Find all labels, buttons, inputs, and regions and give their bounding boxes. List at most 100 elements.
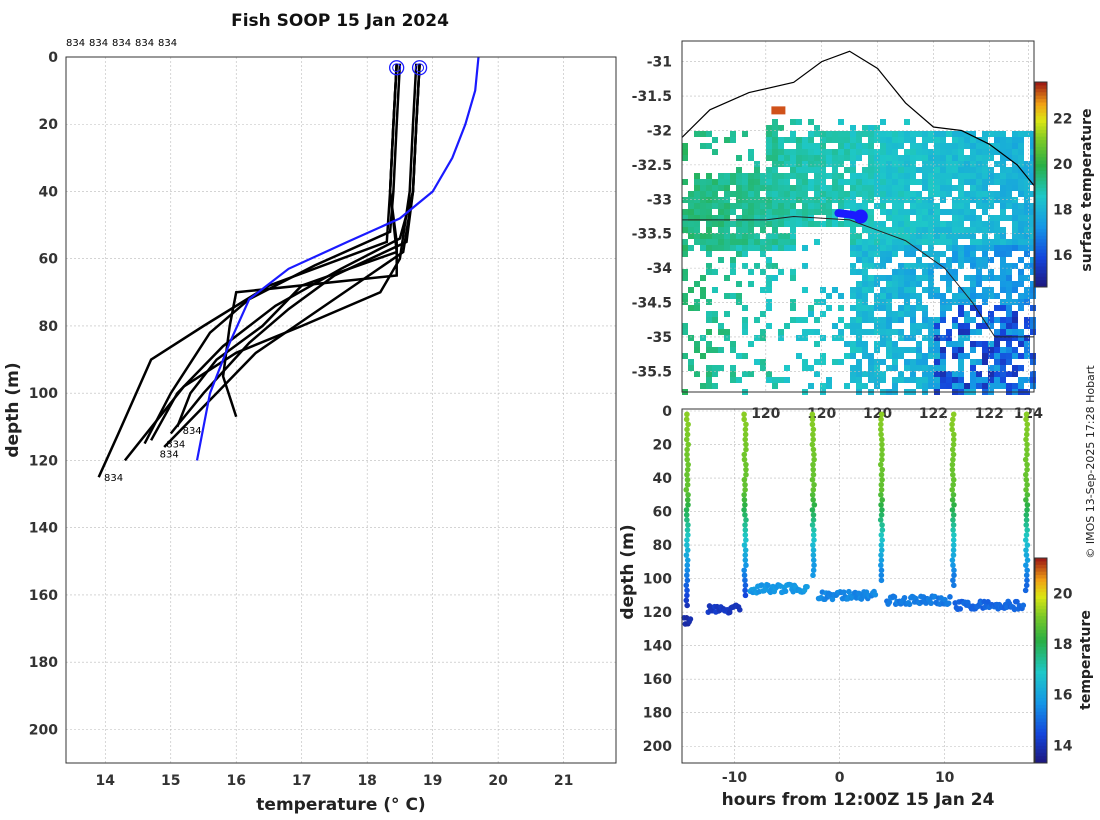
sst-pixel — [730, 365, 736, 371]
depth-time-point — [684, 426, 690, 433]
sst-pixel — [916, 155, 922, 161]
sst-pixel — [808, 179, 814, 185]
sst-pixel — [814, 161, 820, 167]
sst-pixel — [760, 179, 766, 185]
sst-pixel — [1024, 131, 1030, 137]
sst-pixel — [874, 149, 880, 155]
sst-pixel — [844, 341, 850, 347]
sst-pixel — [1030, 143, 1036, 149]
depth-time-point — [878, 562, 884, 569]
sst-pixel — [976, 281, 982, 287]
sst-pixel — [922, 323, 928, 329]
sst-pixel — [718, 173, 724, 179]
sst-pixel — [976, 179, 982, 185]
sst-pixel — [802, 245, 808, 251]
sst-pixel — [988, 245, 994, 251]
sst-pixel — [790, 119, 796, 125]
sst-pixel — [964, 323, 970, 329]
sst-pixel — [1024, 293, 1030, 299]
sst-pixel — [712, 203, 718, 209]
depth-time-point — [742, 426, 749, 433]
sst-pixel — [778, 209, 784, 215]
sst-pixel — [994, 251, 1000, 257]
sst-pixel — [1000, 365, 1006, 371]
sst-pixel — [706, 143, 712, 149]
sst-pixel — [718, 185, 724, 191]
sst-pixel — [1012, 197, 1018, 203]
sst-pixel — [1006, 275, 1012, 281]
sst-pixel — [1024, 161, 1030, 167]
sst-pixel — [1006, 245, 1012, 251]
depth-time-point — [683, 512, 690, 518]
depth-time-point — [950, 492, 957, 498]
sst-pixel — [868, 161, 874, 167]
sst-pixel — [898, 191, 904, 197]
depth-time-point — [741, 567, 747, 574]
sst-pixel — [820, 155, 826, 161]
sst-pixel — [892, 353, 898, 359]
sst-pixel — [904, 269, 910, 275]
sst-pixel — [928, 263, 934, 269]
sst-pixel — [838, 329, 844, 335]
depth-time-point — [879, 497, 885, 503]
sst-pixel — [742, 353, 748, 359]
sst-pixel — [910, 233, 916, 239]
depth-time-point — [684, 547, 691, 553]
sst-pixel — [928, 185, 934, 191]
sst-pixel — [754, 359, 760, 365]
sst-pixel — [952, 377, 958, 383]
depth-time-point — [901, 594, 908, 601]
sst-pixel — [772, 233, 778, 239]
sst-pixel — [892, 281, 898, 287]
depth-time-point — [742, 431, 749, 438]
sst-pixel — [850, 245, 856, 251]
depth-time-point — [810, 497, 816, 503]
profile-end-label: 834 — [166, 440, 185, 451]
depth-time-point — [878, 492, 884, 498]
sst-pixel — [736, 191, 742, 197]
sst-pixel — [748, 191, 754, 197]
sst-pixel — [760, 365, 766, 371]
sst-colorbar-segment — [1035, 177, 1047, 182]
sst-pixel — [712, 191, 718, 197]
sst-pixel — [814, 143, 820, 149]
sst-pixel — [856, 347, 862, 353]
temp-colorbar-segment — [1035, 616, 1047, 620]
depth-time-point — [950, 547, 957, 553]
depth-time-ytick-label: 120 — [643, 605, 672, 621]
sst-pixel — [982, 377, 988, 383]
sst-pixel — [808, 311, 814, 317]
sst-pixel — [994, 233, 1000, 239]
depth-time-point — [950, 411, 957, 418]
sst-pixel — [1030, 179, 1036, 185]
sst-pixel — [892, 359, 898, 365]
sst-pixel — [1012, 221, 1018, 227]
sst-pixel — [808, 383, 814, 389]
sst-pixel — [892, 221, 898, 227]
sst-pixel — [844, 143, 850, 149]
sst-colorbar-segment — [1035, 157, 1047, 162]
sst-pixel — [970, 281, 976, 287]
depth-time-point — [1014, 598, 1020, 605]
sst-pixel — [892, 203, 898, 209]
sst-pixel — [766, 371, 772, 377]
sst-pixel — [922, 221, 928, 227]
sst-pixel — [916, 365, 922, 371]
sst-pixel — [706, 269, 712, 275]
depth-time-point — [683, 552, 690, 558]
sst-pixel — [808, 197, 814, 203]
depth-time-point — [1022, 587, 1029, 594]
sst-pixel — [958, 197, 964, 203]
sst-pixel — [916, 209, 922, 215]
sst-colorbar-segment — [1035, 95, 1047, 100]
sst-pixel — [892, 317, 898, 323]
sst-pixel — [742, 131, 748, 137]
sst-pixel — [958, 311, 964, 317]
sst-colorbar-segment — [1035, 198, 1047, 203]
depth-time-point — [1023, 572, 1030, 579]
depth-time-point — [879, 522, 885, 528]
sst-pixel — [772, 143, 778, 149]
sst-pixel — [850, 155, 856, 161]
temp-colorbar-segment — [1035, 595, 1047, 600]
sst-pixel — [928, 287, 934, 293]
